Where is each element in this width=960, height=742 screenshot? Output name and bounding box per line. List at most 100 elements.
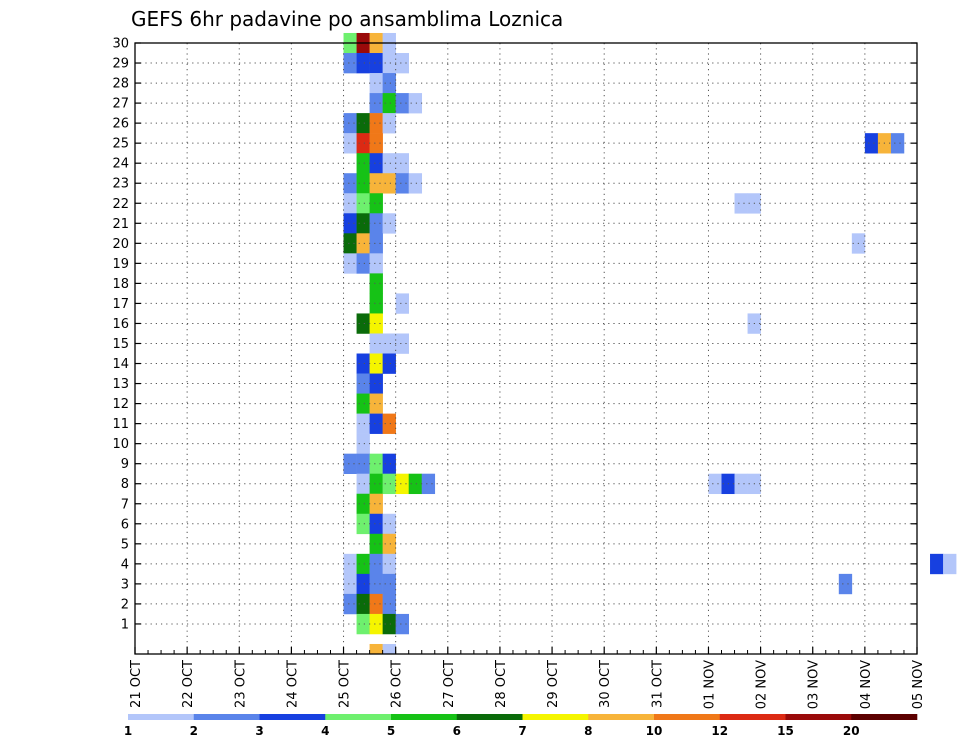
precip-cell: [395, 333, 409, 354]
y-tick-label: 2: [121, 597, 129, 612]
precip-cell: [369, 413, 383, 434]
precip-cell: [356, 233, 370, 254]
x-tick-label: 26 OCT: [390, 660, 405, 708]
precip-cell: [343, 573, 357, 595]
precip-cell: [343, 233, 357, 254]
precip-cell: [369, 253, 383, 274]
y-tick-label: 18: [112, 277, 129, 292]
colorbar-label: 10: [646, 724, 663, 738]
precip-cell: [369, 233, 383, 254]
y-axis: 1234567891011121314151617181920212223242…: [112, 37, 917, 632]
y-tick-label: 25: [112, 137, 129, 152]
precip-cell: [369, 613, 383, 635]
x-tick-label: 27 OCT: [442, 660, 457, 708]
precip-cell: [343, 53, 357, 74]
y-tick-label: 5: [121, 537, 129, 552]
precip-cell: [395, 153, 409, 174]
precip-cell: [369, 273, 383, 294]
precip-cell: [369, 473, 383, 495]
y-tick-label: 1: [121, 617, 129, 632]
precip-cell: [395, 173, 409, 194]
precip-cell: [343, 133, 357, 154]
precip-cell: [382, 513, 396, 535]
precip-cell: [356, 413, 370, 434]
colorbar: 1 2 3 4 5 6 7 8 10 12 15 20: [124, 714, 918, 738]
y-tick-label: 19: [112, 257, 129, 272]
precip-cell: [369, 193, 383, 214]
chart-title: GEFS 6hr padavine po ansamblima Loznica: [131, 7, 563, 31]
colorbar-label: 15: [777, 724, 794, 738]
precip-cell: [382, 573, 396, 595]
x-tick-label: 29 OCT: [546, 660, 561, 708]
colorbar-swatch: [325, 714, 392, 720]
precip-cell: [369, 133, 383, 154]
precip-cell: [734, 193, 748, 214]
precip-cell: [382, 93, 396, 114]
colorbar-label: 8: [584, 724, 592, 738]
precip-cell: [382, 593, 396, 615]
precip-cell: [943, 553, 957, 575]
precip-cell: [356, 433, 370, 454]
y-tick-label: 16: [112, 317, 129, 332]
precip-cell: [369, 313, 383, 334]
precip-cell: [369, 213, 383, 234]
precip-cell: [382, 213, 396, 234]
x-tick-label: 31 OCT: [650, 660, 665, 708]
precip-cell: [356, 453, 370, 474]
colorbar-swatch: [193, 714, 260, 720]
precip-cell: [369, 153, 383, 174]
precip-cell: [356, 193, 370, 214]
y-tick-label: 11: [112, 417, 129, 432]
colorbar-label: 3: [255, 724, 263, 738]
precip-cell: [421, 473, 436, 495]
precip-cell: [734, 473, 748, 495]
x-tick-label: 22 OCT: [181, 660, 196, 708]
precip-cell: [369, 453, 383, 474]
precip-cell: [382, 333, 396, 354]
precip-cell: [356, 53, 370, 74]
x-tick-label: 25 OCT: [338, 660, 353, 708]
y-tick-label: 29: [112, 57, 129, 72]
precip-cell: [343, 253, 357, 274]
x-tick-label: 24 OCT: [285, 660, 300, 708]
precip-cell: [369, 113, 383, 134]
precip-cell: [343, 553, 357, 575]
y-tick-label: 26: [112, 117, 129, 132]
y-tick-label: 27: [112, 97, 129, 112]
y-tick-label: 21: [112, 217, 129, 232]
precip-cell: [369, 593, 383, 615]
precip-cell: [356, 133, 370, 154]
x-tick-label: 01 NOV: [702, 660, 717, 709]
colorbar-swatch: [259, 714, 326, 720]
colorbar-swatch: [128, 714, 195, 720]
precip-cell: [408, 473, 423, 495]
x-tick-label: 30 OCT: [598, 660, 613, 708]
colorbar-label: 12: [711, 724, 728, 738]
colorbar-swatch: [654, 714, 721, 720]
precip-cell: [708, 473, 722, 495]
precip-cell: [356, 573, 370, 595]
precip-cell: [864, 133, 879, 154]
colorbar-swatch: [522, 714, 589, 720]
precip-cell: [382, 643, 396, 655]
precip-cell: [890, 133, 905, 154]
precip-cell: [356, 493, 370, 515]
precip-cell: [369, 93, 383, 114]
precip-cell: [369, 513, 383, 535]
x-tick-label: 02 NOV: [755, 660, 770, 709]
y-tick-label: 10: [112, 437, 129, 452]
precip-cell: [356, 593, 370, 615]
precip-cell: [382, 553, 396, 575]
precip-cell: [356, 373, 370, 394]
x-tick-label: 21 OCT: [129, 660, 144, 708]
y-tick-label: 7: [121, 497, 129, 512]
precip-cell: [382, 173, 396, 194]
precip-cell: [395, 93, 409, 114]
precip-cell: [382, 73, 396, 94]
precip-cell: [382, 533, 396, 555]
y-tick-label: 9: [121, 457, 129, 472]
y-tick-label: 3: [121, 577, 129, 592]
y-tick-label: 12: [112, 397, 129, 412]
colorbar-label: 5: [387, 724, 395, 738]
